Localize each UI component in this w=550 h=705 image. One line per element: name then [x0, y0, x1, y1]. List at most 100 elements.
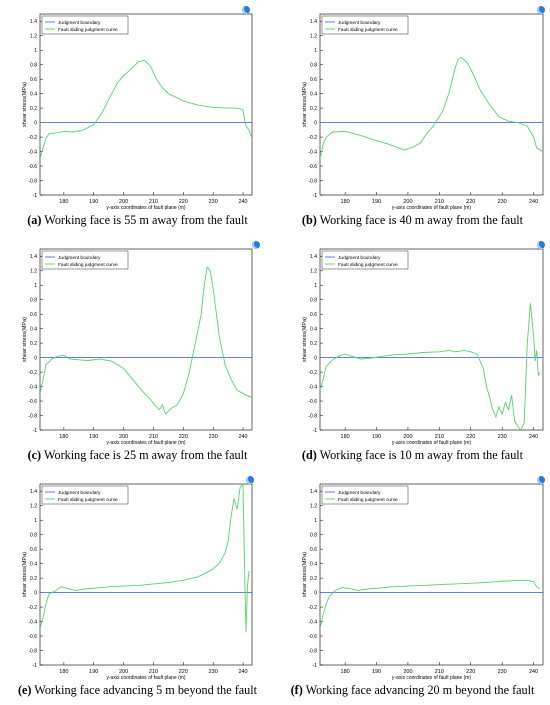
chart-d-ytick-label: 0.4 — [310, 327, 317, 333]
chart-d-ytick-label: 0.8 — [310, 298, 317, 304]
chart-f-plot-frame — [319, 483, 544, 666]
chart-b-ytick-label: -1 — [313, 193, 318, 199]
caption-a-label: (a) — [27, 213, 42, 227]
chart-b-legend-label-curve: Fault sliding judgment curve — [338, 27, 398, 33]
chart-panel-b: -1 -0.8 -0.6 -0.4 -0.2 0 0.2 0.4 0.6 0.8 1 1.2 1.4 18… — [275, 0, 550, 235]
chart-f: -1 -0.8 -0.6 -0.4 -0.2 0 0.2 0.4 0.6 0.8 1 1.2 1.4 18… — [302, 483, 544, 680]
logo-icon — [537, 241, 545, 249]
chart-c-ytick-label: -0.2 — [28, 370, 37, 376]
chart-c-xlabel: y-axis coordinates of fault plane (m) — [106, 440, 186, 445]
chart-panel-d: -1 -0.8 -0.6 -0.4 -0.2 0 0.2 0.4 0.6 0.8 1 1.2 1.4 18… — [275, 235, 550, 470]
chart-e-ytick-label: 0.6 — [30, 547, 37, 553]
chart-a-ylabel: shear stress(MPa) — [22, 82, 28, 127]
chart-b-ytick-label: 1 — [314, 48, 317, 54]
chart-b-xlabel: y-axis coordinates of fault plane (m) — [392, 205, 472, 210]
chart-e-xtick-label: 180 — [59, 669, 68, 675]
chart-a-series-fault-sliding-curve — [40, 59, 252, 159]
chart-f-legend-label-boundary: Judgment boundary — [338, 490, 381, 496]
chart-f-series-fault-sliding-curve — [320, 579, 541, 629]
caption-d: (d) Working face is 10 m away from the f… — [275, 448, 550, 463]
chart-d-ytick-label: 1.2 — [310, 269, 317, 275]
chart-c-ytick-label: 0.8 — [30, 298, 37, 304]
chart-b-xtick-label: 190 — [372, 199, 381, 205]
chart-b-xtick-label: 180 — [341, 199, 350, 205]
logo-icon — [242, 6, 250, 14]
chart-a-xtick-label: 220 — [179, 199, 188, 205]
chart-f-ytick-label: -0.6 — [308, 634, 317, 640]
chart-a-ytick-label: -0.6 — [28, 164, 37, 170]
caption-b-label: (b) — [301, 213, 317, 227]
caption-f-label: (f) — [290, 683, 303, 697]
chart-f-xtick-label: 180 — [341, 669, 350, 675]
chart-e-ylabel: shear stress(MPa) — [22, 552, 28, 597]
chart-d-ytick-label: -0.8 — [308, 414, 317, 420]
chart-f-xtick-label: 190 — [372, 669, 381, 675]
chart-e-ytick-label: 0.8 — [30, 533, 37, 539]
chart-f-xtick-label: 220 — [466, 669, 475, 675]
chart-c-ytick-label: 0.2 — [30, 341, 37, 347]
chart-d-xtick-label: 210 — [435, 434, 444, 440]
chart-e-legend — [41, 485, 129, 505]
chart-e-xtick-label: 210 — [149, 669, 158, 675]
chart-b-series-fault-sliding-curve — [320, 56, 543, 159]
caption-b: (b) Working face is 40 m away from the f… — [275, 213, 550, 228]
caption-c-label: (c) — [27, 448, 42, 462]
chart-c-ytick-label: 1 — [34, 283, 37, 289]
chart-b-legend — [321, 15, 409, 35]
caption-f-text: Working face advancing 20 m beyond the f… — [302, 683, 535, 697]
chart-c-ytick-label: 0.6 — [30, 312, 37, 318]
chart-f-ytick-label: 1.4 — [310, 489, 317, 495]
chart-f-ytick-label: 0.8 — [310, 533, 317, 539]
chart-b-ytick-label: -0.6 — [308, 164, 317, 170]
chart-c-xtick-label: 220 — [179, 434, 188, 440]
logo-icon — [246, 476, 254, 484]
chart-d-xtick-label: 200 — [403, 434, 412, 440]
chart-c-ytick-label: 1.2 — [30, 269, 37, 275]
logo-icon — [537, 476, 545, 484]
caption-c-text: Working face is 25 m away from the fault — [41, 448, 248, 462]
chart-e-legend-label-boundary: Judgment boundary — [58, 490, 101, 496]
logo-icon — [537, 6, 545, 14]
chart-f-ytick-label: -0.8 — [308, 649, 317, 655]
chart-e-xtick-label: 200 — [119, 669, 128, 675]
chart-d-xlabel: y-axis coordinates of fault plane (m) — [392, 440, 472, 445]
chart-f-legend — [321, 485, 409, 505]
chart-f-ylabel: shear stress(MPa) — [302, 552, 308, 597]
chart-a-ytick-label: 1 — [34, 48, 37, 54]
chart-f-ytick-label: 0.4 — [310, 562, 317, 568]
chart-d-ytick-label: -1 — [313, 428, 318, 434]
chart-b-plot-frame — [319, 13, 544, 196]
chart-f-ytick-label: 1.2 — [310, 504, 317, 510]
chart-a-ytick-label: -0.2 — [28, 135, 37, 141]
chart-f-xtick-label: 240 — [529, 669, 538, 675]
chart-d-legend — [321, 250, 409, 270]
chart-b-ytick-label: 0 — [314, 121, 317, 127]
chart-a-xtick-label: 200 — [119, 199, 128, 205]
chart-d-xtick-label: 220 — [466, 434, 475, 440]
chart-b-legend-label-boundary: Judgment boundary — [338, 20, 381, 26]
chart-a-plot-frame — [39, 13, 253, 196]
chart-e-ytick-label: 1.4 — [30, 489, 37, 495]
chart-e-ytick-label: -0.8 — [28, 649, 37, 655]
chart-f-xlabel: y-axis coordinates of fault plane (m) — [392, 675, 472, 680]
chart-d-legend-label-curve: Fault sliding judgment curve — [338, 262, 398, 268]
chart-e-xtick-label: 230 — [209, 669, 218, 675]
chart-a-xtick-label: 240 — [238, 199, 247, 205]
caption-b-text: Working face is 40 m away from the fault — [316, 213, 524, 227]
caption-e-text: Working face advancing 5 m beyond the fa… — [31, 683, 258, 697]
chart-f-ytick-label: -0.4 — [308, 620, 317, 626]
chart-c-series-fault-sliding-curve — [40, 266, 252, 415]
chart-a-ytick-label: 0.6 — [30, 77, 37, 83]
chart-c-plot-frame — [39, 248, 253, 431]
chart-e-xtick-label: 220 — [179, 669, 188, 675]
chart-c-xtick-label: 200 — [119, 434, 128, 440]
chart-c-ylabel: shear stress(MPa) — [22, 317, 28, 362]
chart-d-ytick-label: 1.4 — [310, 254, 317, 260]
chart-b: -1 -0.8 -0.6 -0.4 -0.2 0 0.2 0.4 0.6 0.8 1 1.2 1.4 18… — [302, 13, 544, 210]
chart-e-series-fault-sliding-curve — [40, 484, 250, 633]
chart-d-xtick-label: 240 — [529, 434, 538, 440]
chart-a-xlabel: y-axis coordinates of fault plane (m) — [106, 205, 186, 210]
chart-e-legend-label-curve: Fault sliding judgment curve — [58, 497, 118, 503]
chart-b-ylabel: shear stress(MPa) — [302, 82, 308, 127]
chart-d-xtick-label: 190 — [372, 434, 381, 440]
